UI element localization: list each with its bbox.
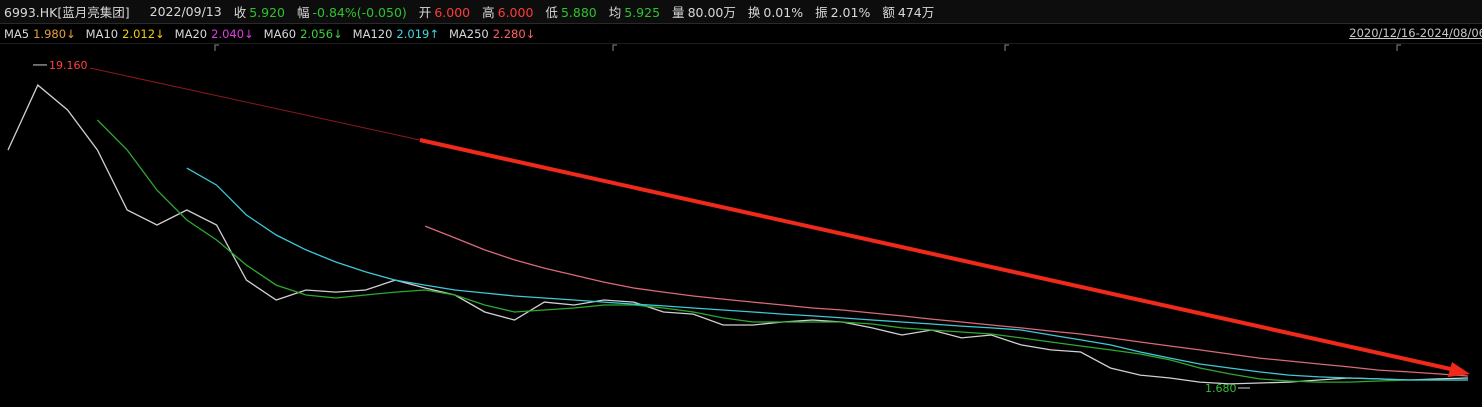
field-value: 2.01% — [830, 5, 871, 20]
field-label: 均 — [608, 5, 622, 20]
field-value: 6.000 — [497, 5, 534, 20]
legend-name: MA250 — [448, 26, 489, 41]
quote-field: 收 5.920 — [234, 2, 285, 21]
quote-bar: 6993.HK[蓝月亮集团] 2022/09/13 收 5.920 幅 -0.84%(… — [0, 0, 1482, 24]
field-value: 80.00万 — [687, 5, 736, 20]
field-label: 振 — [815, 5, 828, 20]
price-line — [7, 84, 1469, 385]
quote-field: 额 474万 — [882, 2, 934, 21]
date: 2022/09/13 — [149, 4, 222, 19]
field-value: 0.01% — [763, 5, 804, 20]
legend-name: MA5 — [4, 26, 30, 41]
legend-entry: MA5 1.980↓ — [4, 27, 76, 41]
quote-field: 幅 -0.84%(-0.050) — [297, 2, 407, 21]
price-line — [424, 225, 1469, 377]
field-value: -0.84%(-0.050) — [312, 5, 407, 20]
low-label: 1.680 — [1205, 382, 1237, 395]
quote-field: 开 6.000 — [419, 2, 470, 21]
field-label: 换 — [747, 5, 761, 20]
arrow-head — [1448, 362, 1470, 377]
quote-field: 均 5.925 — [609, 2, 660, 21]
quote-field: 量 80.00万 — [672, 2, 736, 21]
field-label: 额 — [882, 5, 895, 20]
legend-entry: MA120 2.019↑ — [353, 27, 439, 41]
ma-legend: MA5 1.980↓ MA10 2.012↓ MA20 2.040↓ MA60 2.056↓ M… — [0, 24, 1482, 44]
trend-line — [89, 67, 421, 141]
legend-value: 2.019↑ — [396, 26, 439, 41]
field-label: 量 — [672, 5, 685, 20]
marker — [612, 44, 617, 51]
field-value: 474万 — [897, 5, 935, 20]
marker — [1396, 44, 1401, 51]
legend-value: 1.980↓ — [33, 26, 76, 41]
legend-entry: MA20 2.040↓ — [175, 27, 254, 41]
legend-name: MA20 — [174, 26, 208, 41]
price-line — [96, 119, 1468, 383]
field-value: 5.920 — [249, 5, 285, 20]
quote-field: 换 0.01% — [748, 2, 803, 21]
symbol: 6993.HK[蓝月亮集团] — [4, 5, 130, 20]
legend-name: MA120 — [352, 26, 393, 41]
field-label: 收 — [233, 5, 247, 20]
marker — [214, 44, 219, 51]
field-label: 幅 — [297, 5, 310, 20]
field-value: 6.000 — [434, 5, 471, 20]
field-label: 开 — [418, 5, 432, 20]
quote-field: 振 2.01% — [815, 2, 870, 21]
trend-arrow — [419, 138, 1456, 372]
field-value: 5.880 — [560, 5, 597, 20]
legend-name: MA60 — [263, 26, 297, 41]
legend-name: MA10 — [85, 26, 119, 41]
legend-value: 2.056↓ — [300, 26, 343, 41]
field-value: 5.925 — [624, 5, 661, 20]
period-markers — [214, 44, 1401, 51]
legend-entry: MA250 2.280↓ — [449, 27, 535, 41]
legend-value: 2.280↓ — [492, 26, 536, 41]
quote-field: 高 6.000 — [482, 2, 533, 21]
date-range[interactable]: 2020/12/16-2024/08/06 — [1349, 26, 1482, 40]
legend-entry: MA10 2.012↓ — [86, 27, 165, 41]
legend-entry: MA60 2.056↓ — [264, 27, 343, 41]
marker — [1004, 44, 1009, 51]
legend-value: 2.012↓ — [122, 26, 165, 41]
price-line — [186, 167, 1468, 381]
high-label: 19.160 — [49, 59, 88, 72]
quote-field: 低 5.880 — [545, 2, 596, 21]
field-label: 低 — [545, 5, 558, 20]
legend-value: 2.040↓ — [211, 26, 254, 41]
field-label: 高 — [482, 5, 495, 20]
